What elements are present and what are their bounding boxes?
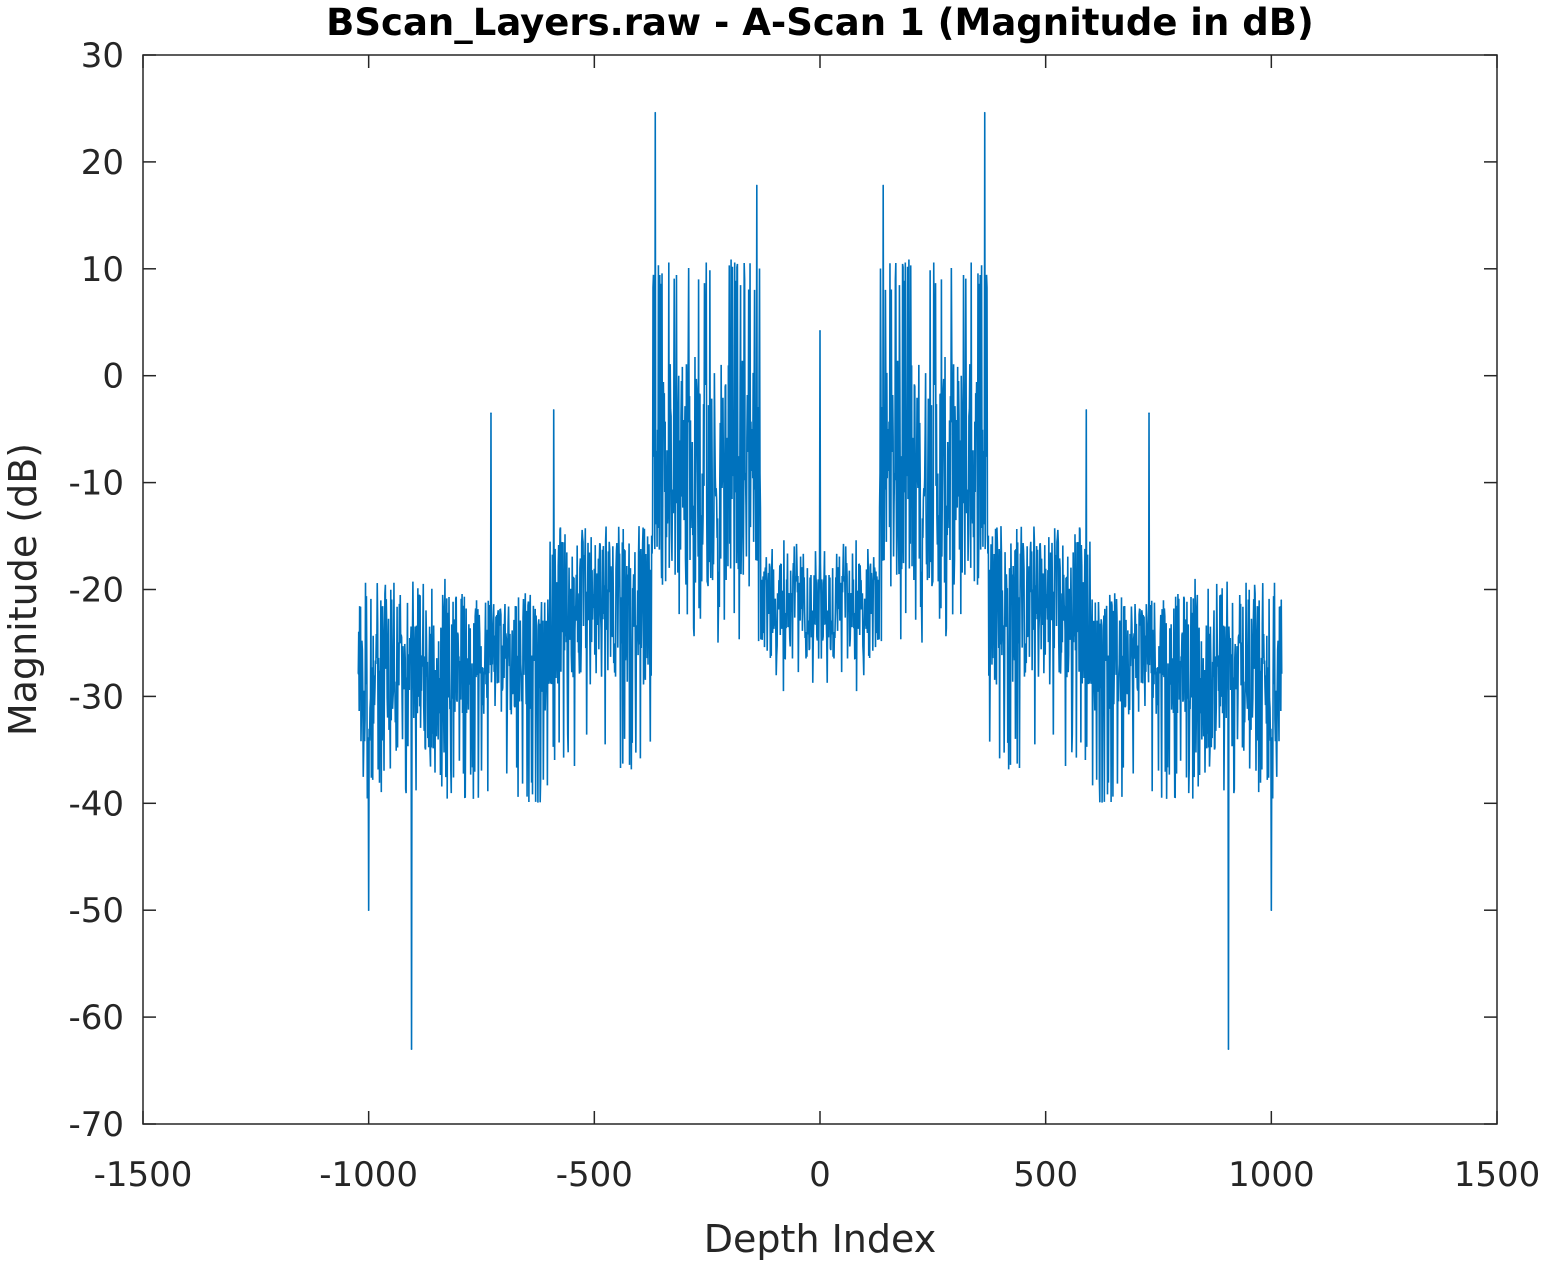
data-point [1085, 409, 1088, 411]
data-point [819, 330, 821, 332]
x-tick-label: 1500 [1454, 1155, 1541, 1195]
y-tick-label: 30 [81, 36, 124, 76]
data-point [1148, 412, 1150, 414]
chart-title: BScan_Layers.raw - A-Scan 1 (Magnitude i… [326, 1, 1314, 44]
x-tick-label: 0 [809, 1155, 831, 1195]
data-point [882, 184, 884, 187]
x-axis: -1500 -1000 -500 0 500 1000 1500 [94, 55, 1541, 1195]
x-tick-label: 500 [1013, 1155, 1078, 1195]
y-axis-label: Magnitude (dB) [1, 443, 45, 736]
plot-area [143, 55, 1497, 1124]
data-point [756, 184, 758, 187]
data-point [1280, 599, 1283, 601]
x-tick-label: 1000 [1228, 1155, 1315, 1195]
y-tick-label: -30 [68, 677, 124, 717]
y-tick-label: 0 [102, 357, 124, 397]
x-tick-label: -1500 [94, 1155, 193, 1195]
x-tick-label: -500 [556, 1155, 633, 1195]
data-point [654, 111, 657, 114]
data-point [983, 111, 986, 114]
data-point [490, 412, 492, 414]
x-tick-label: -1000 [319, 1155, 418, 1195]
data-point [410, 1048, 413, 1050]
y-tick-label: 20 [81, 143, 124, 183]
y-tick-label: 10 [81, 250, 124, 290]
y-tick-label: -40 [68, 784, 124, 824]
y-tick-label: -70 [68, 1105, 124, 1145]
y-tick-label: -50 [68, 891, 124, 931]
y-axis: 30 20 10 0 -10 -20 -30 -40 -50 -60 -70 [68, 36, 1497, 1145]
y-tick-label: -20 [68, 571, 124, 611]
x-axis-label: Depth Index [704, 1217, 936, 1261]
y-tick-label: -10 [68, 464, 124, 504]
data-point [357, 631, 360, 634]
data-point [1270, 909, 1273, 911]
data-point [1227, 1048, 1230, 1050]
series-line [357, 112, 1283, 1050]
y-tick-label: -60 [68, 998, 124, 1038]
series-layer [357, 111, 1283, 1050]
data-point [552, 409, 555, 411]
data-point [367, 909, 370, 911]
